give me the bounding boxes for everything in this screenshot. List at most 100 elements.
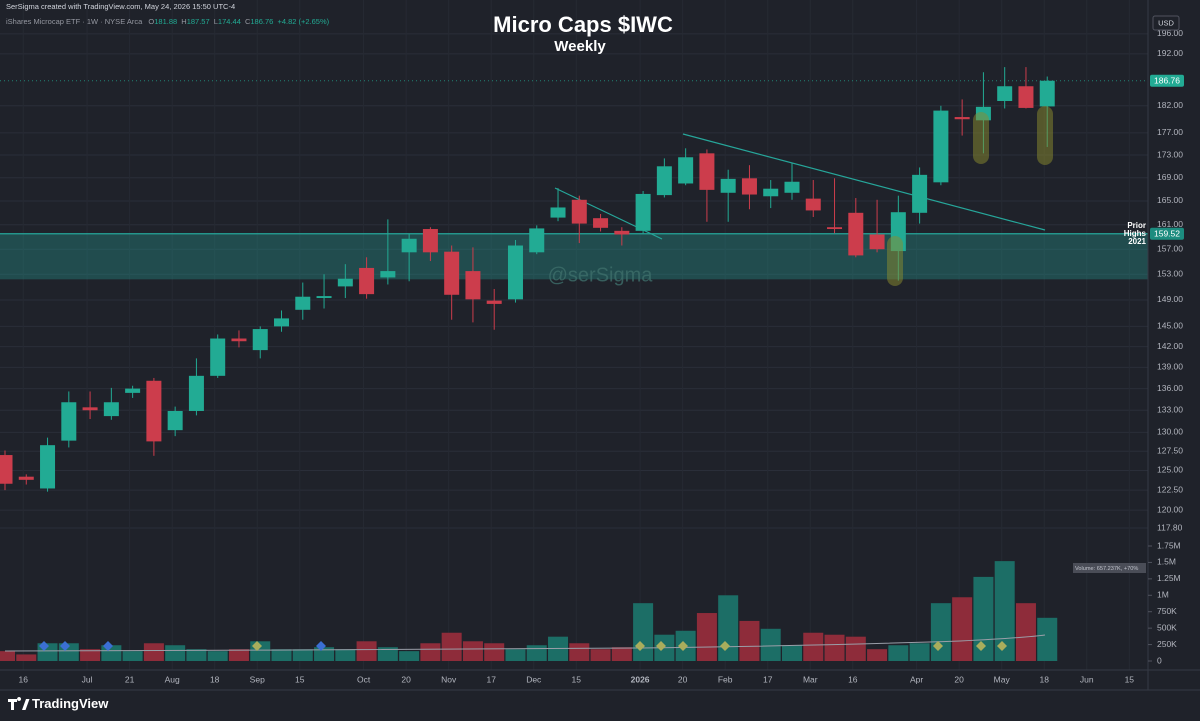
volume-bar [420,643,441,661]
volume-bar [845,636,866,661]
c-prefix: C [245,17,251,26]
volume-bar [994,561,1015,661]
candle-body [210,338,226,376]
y-tick-label: 165.00 [1157,195,1183,205]
change: +4.82 (+2.65%) [277,17,329,26]
trend-line [682,133,1046,231]
candle-body [40,445,56,489]
h-prefix: H [181,17,186,26]
support-zone [0,233,1148,280]
y-tick-label: 192.00 [1157,48,1183,58]
candle-body [0,455,13,484]
y-tick-label: 142.00 [1157,341,1183,351]
y-tick-label: 196.00 [1157,28,1183,38]
yellow-diamond [635,641,645,651]
volume-bar [633,603,654,661]
candle-body [656,166,672,196]
candle-body [125,388,141,393]
candle-body [295,296,311,310]
volume-bar [462,641,483,661]
candle-body [103,402,119,417]
volume-tick-label: 1M [1157,590,1169,600]
blue-diamond [103,641,113,651]
volume-bar [335,649,356,661]
volume-bar [696,613,717,661]
candle-body [18,476,34,480]
yellow-diamond [252,641,262,651]
candle-body [167,410,183,431]
y-tick-label: 130.00 [1157,427,1183,437]
y-tick-label: 157.00 [1157,243,1183,253]
y-tick-label: 117.80 [1157,522,1183,532]
y-tick-label: 136.00 [1157,383,1183,393]
y-tick-label: 149.00 [1157,294,1183,304]
y-tick-label: 173.00 [1157,149,1183,159]
x-tick-label: 18 [210,674,220,684]
candle-body [380,271,396,278]
grid [0,33,1148,529]
candle-body [359,267,375,295]
volume-tick-label: 0 [1157,655,1162,665]
y-tick-label: 161.00 [1157,219,1183,229]
x-tick-label: 15 [572,674,582,684]
volume-bar [718,595,739,661]
volume-bar [824,634,845,661]
candle-body [912,174,928,213]
currency-box [1152,15,1180,31]
volume-bar [399,651,420,661]
x-tick-label: Aug [165,674,180,684]
brand: TradingView [32,696,109,711]
logo-icon [8,697,30,710]
symbol: iShares Microcap ETF · 1W · NYSE Arca [6,17,143,26]
candle-body [550,207,566,218]
y-tick-label: 145.00 [1157,321,1183,331]
volume-bar [207,651,228,661]
volume-bar [760,628,781,661]
volume-tick-label: 1.5M [1157,557,1176,567]
blue-diamond [39,641,49,651]
candle-body [593,218,609,228]
x-tick-label: 20 [954,674,964,684]
y-tick-label: 127.50 [1157,445,1183,455]
volume-bar [122,651,143,661]
y-tick-label: 122.50 [1157,484,1183,494]
candle-body [699,153,715,190]
candle-body [1018,86,1034,108]
volume-bar [590,649,611,661]
candle-body [61,402,77,441]
l-prefix: L [214,17,218,26]
highlight-oval [887,236,903,286]
x-tick-label: 17 [763,674,773,684]
y-tick-label: 139.00 [1157,362,1183,372]
candle-body [465,271,481,300]
volume-bar [271,649,292,661]
candle-body [274,318,290,327]
candle-body [571,199,587,224]
candle-body [252,329,268,351]
x-tick-label: Dec [526,674,542,684]
volume-bar [739,620,760,661]
zone-price-tag [1150,227,1184,240]
candle-body [82,407,98,411]
x-tick-label: 20 [401,674,411,684]
volume-bar [80,649,101,661]
zone-layer [0,233,1148,280]
y-tick-label: 169.00 [1157,172,1183,182]
zone-label: Prior [1127,221,1146,230]
blue-diamond [60,641,70,651]
volume-tick-label: 750K [1157,606,1177,616]
volume-bar [165,645,186,661]
candle-body [720,178,736,193]
x-tick-label: Feb [718,674,733,684]
volume-bar [867,649,888,661]
volume-bar [186,649,207,661]
x-tick-label: Mar [803,674,818,684]
volume-bar [526,645,547,661]
zone-label: Highs [1124,229,1147,238]
axes: 196.00 192.00 182.00 177.00 173.00 169.00 165.… [0,28,1184,684]
yellow-diamond [976,641,986,651]
y-tick-label: 125.00 [1157,465,1183,475]
footer-logo: TradingView [8,696,109,711]
y-tick-label: 153.00 [1157,269,1183,279]
yellow-diamond [933,641,943,651]
